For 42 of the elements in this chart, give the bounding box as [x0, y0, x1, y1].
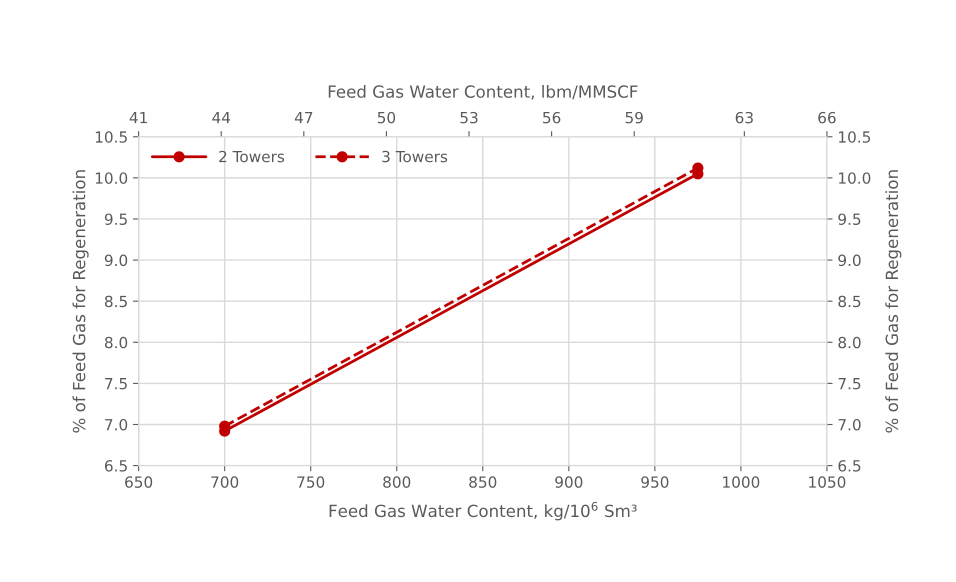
y-tick-label: 10.0 [96, 172, 128, 184]
y-tick-label: 9.5 [104, 213, 127, 225]
y-axis-title: % of Feed Gas for Regeneration [72, 170, 89, 433]
x2-tick-label: 41 [130, 112, 147, 124]
x-tick-label: 750 [297, 476, 324, 488]
y2-tick-label: 10.5 [839, 131, 870, 143]
legend-label: 2 Towers [219, 150, 284, 162]
y2-tick-label: 6.5 [838, 460, 860, 472]
y-tick-label: 9.0 [104, 254, 128, 266]
x2-axis-title: Feed Gas Water Content, lbm/MMSCF [328, 85, 638, 100]
x-tick-label: 950 [641, 476, 668, 488]
legend-label: 3 Towers [382, 150, 448, 162]
y-tick-label: 10.5 [96, 131, 127, 143]
x2-tick-label: 56 [543, 112, 560, 124]
y2-tick-label: 8.5 [838, 296, 860, 308]
y-tick-label: 8.0 [104, 336, 128, 348]
y-tick-label: 6.5 [104, 460, 127, 472]
x-tick-label: 700 [211, 476, 238, 488]
x-tick-label: 1050 [809, 476, 846, 488]
x2-tick-label: 63 [736, 112, 753, 124]
x2-tick-label: 50 [378, 112, 396, 124]
x2-tick-label: 66 [818, 112, 836, 124]
y-tick-label: 7.5 [105, 378, 127, 390]
x2-tick-label: 59 [626, 112, 643, 124]
y2-tick-label: 9.0 [838, 254, 861, 266]
x-tick-label: 1000 [723, 476, 760, 488]
y2-axis-title: % of Feed Gas for Regeneration [885, 170, 902, 433]
x2-tick-label: 53 [460, 112, 478, 124]
y2-tick-label: 7.0 [838, 418, 861, 431]
y2-tick-label: 9.5 [838, 213, 860, 225]
y2-tick-label: 10.0 [839, 172, 870, 184]
x-tick-label: 900 [555, 476, 582, 488]
x2-tick-label: 44 [212, 112, 230, 124]
y-tick-label: 8.5 [104, 296, 127, 308]
x-tick-label: 650 [125, 476, 152, 488]
x-tick-label: 850 [469, 476, 496, 488]
y2-tick-label: 8.0 [838, 336, 861, 348]
x-tick-label: 800 [383, 476, 410, 488]
x2-tick-label: 47 [294, 112, 312, 124]
x-axis-title: Feed Gas Water Content, kg/10$^{6}$ Sm³ [330, 502, 637, 520]
y2-tick-label: 7.5 [838, 378, 860, 390]
y-tick-label: 7.0 [105, 418, 128, 431]
